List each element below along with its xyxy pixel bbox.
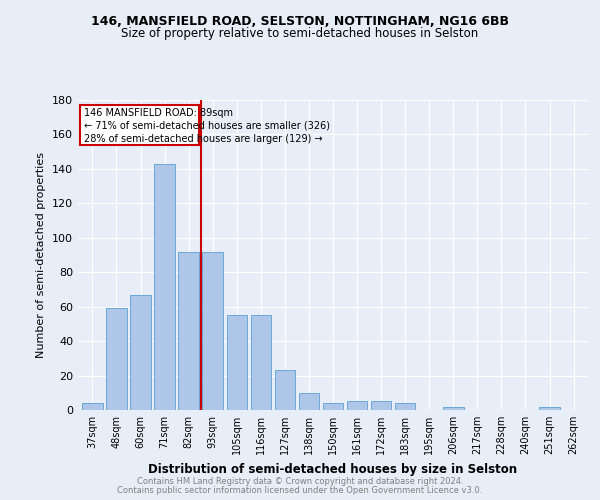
Y-axis label: Number of semi-detached properties: Number of semi-detached properties [37,152,46,358]
Bar [154,164,175,410]
Bar [251,316,271,410]
X-axis label: Distribution of semi-detached houses by size in Selston: Distribution of semi-detached houses by … [148,462,518,475]
Bar [202,252,223,410]
Text: 146 MANSFIELD ROAD: 89sqm: 146 MANSFIELD ROAD: 89sqm [84,108,233,118]
Bar [539,406,560,410]
Bar [80,105,199,145]
Bar [130,294,151,410]
Text: ← 71% of semi-detached houses are smaller (326): ← 71% of semi-detached houses are smalle… [84,120,330,130]
Bar [227,316,247,410]
Text: Contains public sector information licensed under the Open Government Licence v3: Contains public sector information licen… [118,486,482,495]
Bar [299,393,319,410]
Bar [443,406,464,410]
Bar [275,370,295,410]
Bar [371,402,391,410]
Text: Contains HM Land Registry data © Crown copyright and database right 2024.: Contains HM Land Registry data © Crown c… [137,477,463,486]
Text: Size of property relative to semi-detached houses in Selston: Size of property relative to semi-detach… [121,28,479,40]
Bar [323,403,343,410]
Bar [178,252,199,410]
Bar [347,402,367,410]
Bar [106,308,127,410]
Text: 146, MANSFIELD ROAD, SELSTON, NOTTINGHAM, NG16 6BB: 146, MANSFIELD ROAD, SELSTON, NOTTINGHAM… [91,15,509,28]
Bar [395,403,415,410]
Text: 28% of semi-detached houses are larger (129) →: 28% of semi-detached houses are larger (… [84,134,323,144]
Bar [82,403,103,410]
